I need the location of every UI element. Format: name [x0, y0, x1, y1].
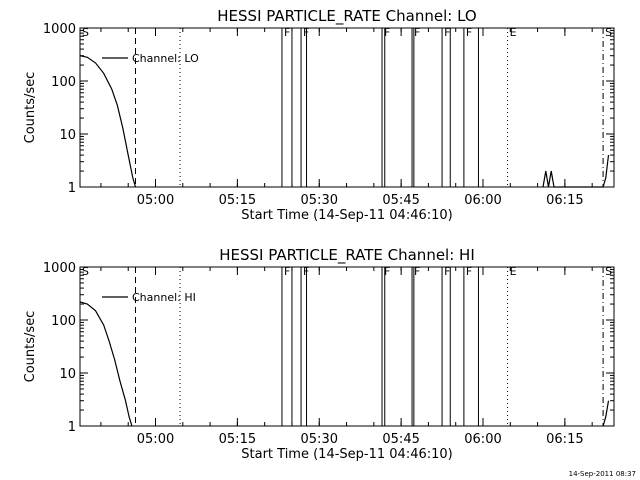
y-axis-label: Counts/sec	[23, 311, 38, 383]
y-tick-label: 10	[59, 367, 76, 382]
x-tick-label: 05:00	[137, 193, 174, 208]
x-tick-label: 06:00	[464, 432, 501, 447]
y-tick-label: 1	[68, 181, 76, 196]
x-tick-label: 05:00	[137, 432, 174, 447]
event-letter: F	[303, 265, 309, 278]
x-tick-label: 05:45	[382, 432, 419, 447]
event-letter: S	[605, 265, 612, 278]
legend-label: Channel: LO	[132, 52, 199, 65]
chart-panel-1: HESSI PARTICLE_RATE Channel: LO Start Tim…	[23, 7, 615, 223]
series-line	[79, 301, 133, 427]
event-letter: F	[284, 26, 290, 39]
y-tick-label: 1	[68, 420, 76, 435]
event-letter: F	[303, 26, 309, 39]
x-tick-label: 05:15	[219, 193, 256, 208]
event-letter: S	[605, 26, 612, 39]
event-letter: F	[466, 26, 472, 39]
x-tick-label: 05:30	[301, 193, 338, 208]
event-letter: E	[510, 26, 517, 39]
event-letter: E	[510, 265, 517, 278]
x-tick-label: 05:45	[382, 193, 419, 208]
event-letter: F	[414, 26, 420, 39]
event-letter: S	[82, 265, 89, 278]
y-tick-label: 1000	[43, 261, 76, 276]
y-tick-label: 100	[51, 314, 76, 329]
series-line	[79, 55, 137, 188]
event-letter: F	[384, 265, 390, 278]
x-axis-label: Start Time (14-Sep-11 04:46:10)	[241, 208, 452, 223]
event-letter: F	[444, 26, 450, 39]
x-tick-label: 06:00	[464, 193, 501, 208]
y-axis-label: Counts/sec	[23, 72, 38, 144]
event-letter: F	[466, 265, 472, 278]
x-axis-label: Start Time (14-Sep-11 04:46:10)	[241, 447, 452, 462]
event-letter: F	[384, 26, 390, 39]
chart-title: HESSI PARTICLE_RATE Channel: LO	[217, 7, 476, 26]
x-tick-label: 05:30	[301, 432, 338, 447]
x-tick-label: 06:15	[546, 193, 583, 208]
event-letter: S	[82, 26, 89, 39]
event-letter: F	[284, 265, 290, 278]
legend-label: Channel: HI	[132, 291, 196, 304]
event-letter: F	[414, 265, 420, 278]
chart-title: HESSI PARTICLE_RATE Channel: HI	[219, 246, 475, 265]
event-letter: F	[444, 265, 450, 278]
x-tick-label: 05:15	[219, 432, 256, 447]
x-tick-label: 06:15	[546, 432, 583, 447]
series-line	[542, 155, 610, 188]
chart-panel-2: HESSI PARTICLE_RATE Channel: HI Start Tim…	[23, 246, 615, 462]
plot-timestamp: 14-Sep-2011 08:37	[568, 470, 636, 478]
y-tick-label: 10	[59, 128, 76, 143]
y-tick-label: 100	[51, 75, 76, 90]
y-tick-label: 1000	[43, 22, 76, 37]
series-line	[602, 400, 610, 427]
